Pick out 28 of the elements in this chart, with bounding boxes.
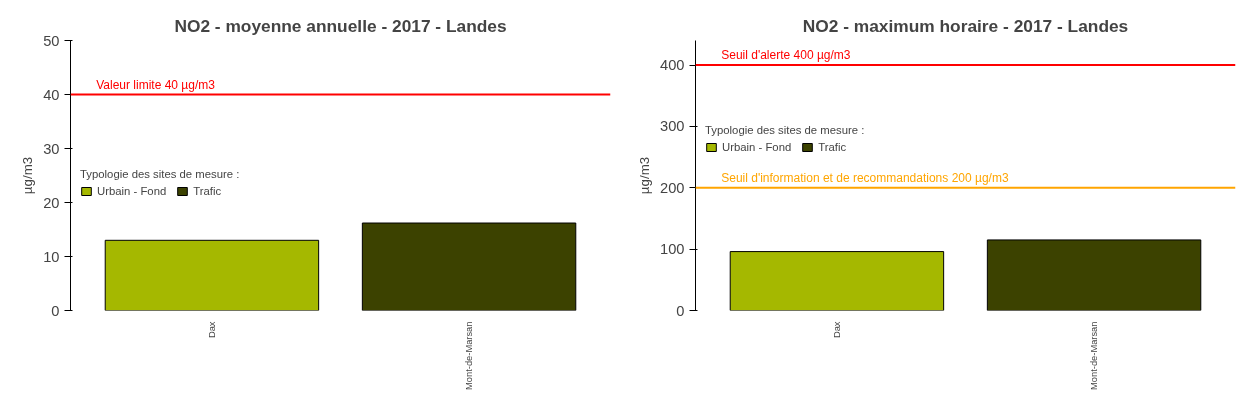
y-tick-label: 0 bbox=[676, 302, 685, 319]
y-tick-label: 40 bbox=[43, 86, 60, 103]
chart-title: NO2 - moyenne annuelle - 2017 - Landes bbox=[174, 15, 507, 36]
legend-label: Urbain - Fond bbox=[97, 184, 167, 197]
y-tick-label: 0 bbox=[51, 302, 60, 319]
x-tick-label: Dax bbox=[831, 321, 842, 339]
y-axis-title: µg/m3 bbox=[637, 156, 653, 195]
y-tick-label: 100 bbox=[660, 241, 685, 258]
x-tick-label: Mont-de-Marsan bbox=[1089, 321, 1100, 390]
y-tick-label: 300 bbox=[660, 118, 685, 135]
x-tick-label: Mont-de-Marsan bbox=[464, 321, 475, 390]
chart-title: NO2 - maximum horaire - 2017 - Landes bbox=[802, 15, 1129, 36]
legend-label: Trafic bbox=[193, 184, 222, 197]
y-tick-label: 50 bbox=[43, 32, 60, 49]
y-tick-label: 30 bbox=[43, 140, 60, 157]
legend-label: Urbain - Fond bbox=[722, 141, 792, 154]
y-tick-label: 400 bbox=[660, 57, 685, 74]
legend-title: Typologie des sites de mesure : bbox=[705, 124, 865, 137]
y-axis-title: µg/m3 bbox=[20, 156, 36, 195]
ref-line-label: Seuil d'alerte 400 µg/m3 bbox=[721, 48, 851, 63]
y-tick-label: 20 bbox=[43, 194, 60, 211]
ref-line-label: Valeur limite 40 µg/m3 bbox=[96, 77, 216, 92]
y-tick-label: 10 bbox=[43, 248, 60, 265]
x-tick-label: Dax bbox=[206, 321, 217, 339]
y-tick-label: 200 bbox=[660, 179, 685, 196]
legend-title: Typologie des sites de mesure : bbox=[80, 167, 240, 180]
ref-line-label: Seuil d'information et de recommandations 200 µg/m3 bbox=[721, 170, 1009, 185]
legend-label: Trafic bbox=[818, 141, 847, 154]
